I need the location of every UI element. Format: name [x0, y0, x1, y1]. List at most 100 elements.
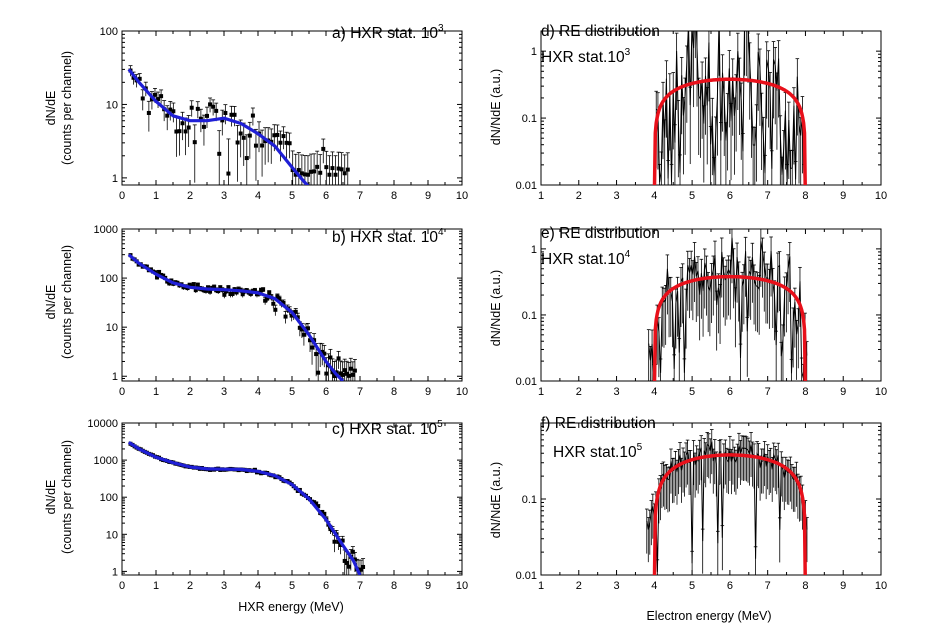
data-point [314, 352, 319, 357]
data-point [261, 287, 266, 292]
panel-d-plot-area [652, 31, 807, 185]
x-tick-label: 8 [391, 190, 397, 202]
panel-c-hxr-spectrum: c) HXR stat. 105 dN/dE (counts per chann… [44, 418, 468, 592]
data-point [212, 285, 217, 290]
data-point [309, 169, 314, 174]
data-point [272, 133, 277, 138]
x-tick-label: 3 [221, 580, 227, 592]
x-tick-label: 2 [187, 580, 193, 592]
x-tick-label: 3 [613, 580, 619, 592]
y-tick-label: 100 [100, 492, 118, 504]
data-point [293, 172, 298, 177]
x-tick-label: 7 [357, 386, 363, 398]
panel-f-subtitle: HXR stat.105 [553, 442, 643, 461]
data-point [318, 170, 323, 175]
data-point [281, 300, 286, 305]
x-tick-label: 2 [576, 190, 582, 202]
x-tick-label: 7 [765, 190, 771, 202]
y-tick-label: 0.1 [522, 310, 537, 322]
y-tick-label: 1 [112, 371, 118, 383]
data-point [332, 539, 337, 544]
x-tick-label: 9 [840, 580, 846, 592]
x-tick-label: 0 [119, 190, 125, 202]
panel-b-ylabel-line2: (counts per channel) [60, 245, 74, 359]
data-point [223, 110, 228, 115]
panel-f-re-distribution: f) RE distribution HXR stat.105 dN/NdE (… [489, 415, 887, 592]
x-tick-label: 0 [119, 386, 125, 398]
x-tick-label: 10 [875, 580, 887, 592]
x-tick-label: 1 [153, 386, 159, 398]
data-point [275, 294, 280, 299]
data-point [152, 92, 157, 97]
panel-f-plot-area [644, 429, 809, 575]
data-point [156, 97, 161, 102]
data-point [332, 374, 337, 379]
data-point [321, 146, 326, 151]
x-tick-label: 4 [255, 386, 261, 398]
x-tick-label: 7 [357, 190, 363, 202]
data-point [230, 291, 235, 296]
data-point [159, 94, 164, 99]
panel-e-plot-area [646, 229, 809, 381]
data-point [338, 371, 343, 376]
data-point [295, 315, 300, 320]
x-tick-label: 5 [289, 580, 295, 592]
panel-b-title: b) HXR stat. 104 [332, 227, 444, 246]
data-point [234, 290, 239, 295]
panel-a-plot-area [127, 65, 350, 185]
x-tick-label: 10 [875, 386, 887, 398]
x-tick-label: 7 [357, 580, 363, 592]
x-tick-label: 4 [255, 580, 261, 592]
data-point [137, 76, 142, 81]
fit-line [127, 441, 362, 575]
data-point [244, 156, 249, 161]
data-point [305, 326, 310, 331]
data-point [320, 349, 325, 354]
data-point [352, 557, 357, 562]
data-point [342, 368, 347, 373]
data-point [287, 141, 292, 146]
data-point [361, 564, 366, 569]
x-tick-label: 8 [802, 386, 808, 398]
x-tick-label: 1 [153, 580, 159, 592]
y-tick-label: 100 [100, 273, 118, 285]
data-point [228, 292, 233, 297]
x-tick-label: 2 [187, 190, 193, 202]
fit-curve [652, 274, 807, 381]
data-point [339, 167, 344, 172]
panel-a-hxr-spectrum: a) HXR stat. 103 dN/dE (counts per chann… [44, 23, 468, 202]
data-point [359, 567, 364, 572]
data-point [195, 282, 200, 287]
data-point [340, 538, 345, 543]
panel-a-ylabel-line1: dN/dE [44, 91, 58, 126]
distribution-line [648, 237, 808, 379]
data-point [140, 96, 145, 101]
x-tick-label: 2 [576, 580, 582, 592]
data-point [302, 172, 307, 177]
data-point [260, 143, 265, 148]
data-point [235, 140, 240, 145]
x-tick-label: 0 [119, 580, 125, 592]
data-point [187, 283, 192, 288]
panel-b-ylabel-line1: dN/dE [44, 285, 58, 320]
data-point [277, 296, 282, 301]
data-point [297, 325, 302, 330]
data-point [316, 370, 321, 375]
fit-line [127, 68, 310, 185]
data-point [189, 105, 194, 110]
panel-c-title: c) HXR stat. 105 [332, 419, 443, 438]
data-point [320, 510, 325, 515]
panel-c-ylabel-line2: (counts per channel) [60, 440, 74, 554]
y-tick-label: 1 [531, 244, 537, 256]
x-tick-label: 9 [425, 386, 431, 398]
data-point [201, 124, 206, 129]
y-tick-label: 10 [106, 99, 118, 111]
data-point [338, 542, 343, 547]
panel-d-ylabel: dN/NdE (a.u.) [489, 69, 503, 145]
x-tick-label: 4 [255, 190, 261, 202]
data-point [226, 285, 231, 290]
data-point [216, 289, 221, 294]
y-tick-label: 0.01 [516, 180, 537, 192]
data-point [344, 371, 349, 376]
data-point [342, 171, 347, 176]
